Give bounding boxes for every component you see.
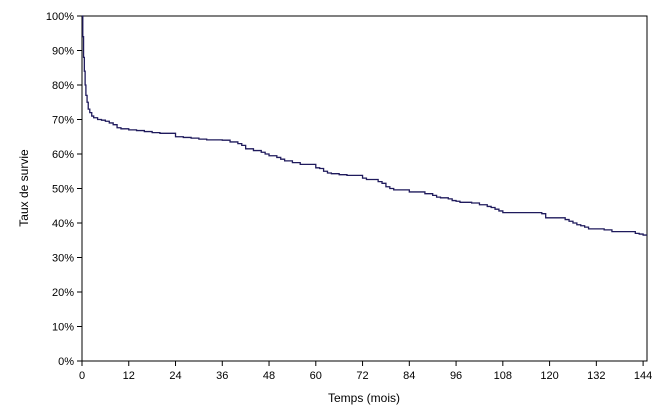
y-tick-label: 0% xyxy=(58,356,74,368)
x-tick-label: 96 xyxy=(450,370,462,382)
y-tick-label: 30% xyxy=(52,253,74,265)
x-tick-label: 12 xyxy=(123,370,135,382)
x-tick-label: 132 xyxy=(587,370,605,382)
plot-frame xyxy=(81,15,648,362)
x-tick-label: 36 xyxy=(216,370,228,382)
y-tick-label: 100% xyxy=(46,11,74,23)
y-tick-label: 60% xyxy=(52,149,74,161)
y-tick-label: 80% xyxy=(52,80,74,92)
x-axis-title: Temps (mois) xyxy=(328,391,400,405)
x-tick-label: 0 xyxy=(79,370,85,382)
x-axis-ticks: 0 12 24 36 48 60 72 84 96 108 120 132 144 xyxy=(79,361,652,382)
x-tick-label: 84 xyxy=(403,370,415,382)
x-tick-label: 72 xyxy=(356,370,368,382)
x-tick-label: 24 xyxy=(169,370,181,382)
y-tick-label: 40% xyxy=(52,218,74,230)
y-tick-label: 50% xyxy=(52,184,74,196)
y-tick-label: 20% xyxy=(52,287,74,299)
x-tick-label: 144 xyxy=(634,370,652,382)
y-tick-label: 90% xyxy=(52,46,74,58)
x-tick-label: 108 xyxy=(494,370,512,382)
x-tick-label: 120 xyxy=(540,370,558,382)
y-tick-label: 70% xyxy=(52,115,74,127)
x-tick-label: 60 xyxy=(310,370,322,382)
x-tick-label: 48 xyxy=(263,370,275,382)
y-axis-ticks: 0% 10% 20% 30% 40% 50% 60% 70% 80% 90% 100% xyxy=(46,11,82,368)
y-axis-title: Taux de survie xyxy=(17,149,31,227)
y-tick-label: 10% xyxy=(52,322,74,334)
survival-curve xyxy=(82,15,647,236)
